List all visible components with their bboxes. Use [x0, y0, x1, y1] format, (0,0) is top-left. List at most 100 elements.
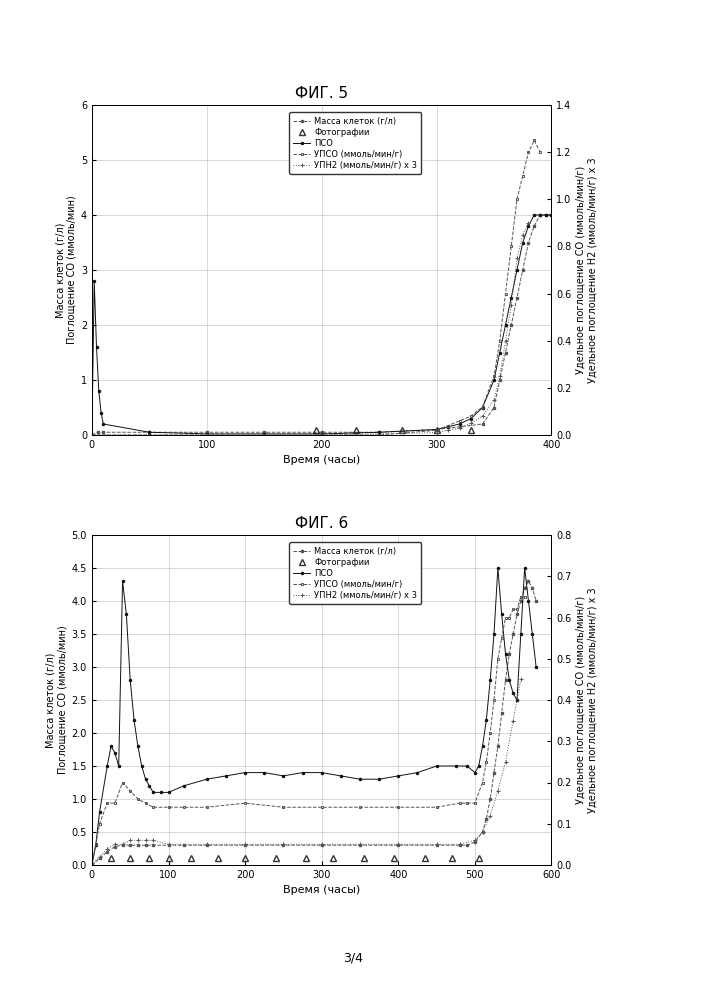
Фотографии — [467, 423, 475, 435]
УПСО (ммоль/мин/г) — [463, 797, 472, 809]
Масса клеток (г/л) — [433, 423, 441, 435]
УПСО (ммоль/мин/г) — [490, 370, 498, 382]
ПСО — [501, 319, 510, 331]
ПСО — [463, 760, 472, 772]
Масса клеток (г/л) — [95, 852, 104, 864]
УПСО (ммоль/мин/г) — [149, 801, 158, 813]
ПСО — [92, 341, 101, 353]
УПСО (ммоль/мин/г) — [203, 429, 211, 441]
УПН2 (ммоль/мин/г) х 3 — [479, 826, 487, 838]
УПН2 (ммоль/мин/г) х 3 — [455, 422, 464, 434]
Масса клеток (г/л) — [501, 674, 510, 686]
УПСО (ммоль/мин/г) — [455, 415, 464, 427]
УПН2 (ммоль/мин/г) х 3 — [467, 417, 475, 429]
Фотографии — [433, 423, 441, 435]
Масса клеток (г/л) — [498, 707, 506, 719]
Y-axis label: Масса клеток (г/л)
Поглощение СО (ммоль/мин): Масса клеток (г/л) Поглощение СО (ммоль/… — [46, 626, 67, 774]
Фотографии — [352, 423, 361, 435]
Фотографии — [107, 852, 115, 864]
ПСО — [433, 423, 441, 435]
УПН2 (ммоль/мин/г) х 3 — [103, 842, 112, 854]
УПН2 (ммоль/мин/г) х 3 — [356, 838, 364, 850]
Фотографии — [421, 852, 429, 864]
Масса клеток (г/л) — [471, 836, 479, 848]
Масса клеток (г/л) — [93, 426, 102, 438]
УПСО (ммоль/мин/г) — [518, 170, 527, 182]
Фотографии — [329, 852, 337, 864]
УПН2 (ммоль/мин/г) х 3 — [141, 834, 150, 846]
УПСО (ммоль/мин/г) — [394, 801, 402, 813]
Масса клеток (г/л) — [394, 839, 402, 851]
УПСО (ммоль/мин/г) — [317, 801, 326, 813]
Масса клеток (г/л) — [490, 767, 498, 779]
ПСО — [479, 401, 487, 413]
Масса клеток (г/л) — [180, 839, 188, 851]
ПСО — [542, 209, 550, 221]
ПСО — [530, 209, 539, 221]
Масса клеток (г/л) — [145, 426, 153, 438]
Line: УПН2 (ммоль/мин/г) х 3: УПН2 (ммоль/мин/г) х 3 — [90, 677, 523, 867]
УПН2 (ммоль/мин/г) х 3 — [394, 838, 402, 850]
УПН2 (ммоль/мин/г) х 3 — [479, 410, 487, 422]
ПСО — [134, 740, 142, 752]
Масса клеток (г/л) — [547, 209, 556, 221]
Масса клеток (г/л) — [513, 608, 521, 620]
УПН2 (ммоль/мин/г) х 3 — [507, 299, 515, 311]
УПСО (ммоль/мин/г) — [91, 838, 100, 850]
УПСО (ммоль/мин/г) — [525, 146, 533, 158]
Масса клеток (г/л) — [203, 426, 211, 438]
УПСО (ммоль/мин/г) — [467, 410, 475, 422]
ПСО — [536, 209, 544, 221]
УПН2 (ммоль/мин/г) х 3 — [518, 229, 527, 241]
ПСО — [157, 786, 165, 798]
Масса клеток (г/л) — [433, 839, 441, 851]
Масса клеток (г/л) — [525, 236, 533, 248]
Фотографии — [145, 852, 153, 864]
Масса клеток (г/л) — [317, 839, 326, 851]
Фотографии — [126, 852, 134, 864]
УПН2 (ммоль/мин/г) х 3 — [513, 252, 521, 264]
УПСО (ммоль/мин/г) — [433, 801, 441, 813]
УПСО (ммоль/мин/г) — [356, 801, 364, 813]
Масса клеток (г/л) — [99, 426, 107, 438]
ПСО — [496, 346, 504, 358]
УПН2 (ммоль/мин/г) х 3 — [279, 838, 288, 850]
УПСО (ммоль/мин/г) — [509, 603, 518, 615]
УПСО (ммоль/мин/г) — [145, 429, 153, 441]
УПН2 (ммоль/мин/г) х 3 — [88, 429, 96, 441]
Масса клеток (г/л) — [375, 426, 383, 438]
УПН2 (ммоль/мин/г) х 3 — [496, 370, 504, 382]
ПСО — [467, 412, 475, 424]
УПСО (ммоль/мин/г) — [490, 694, 498, 706]
ПСО — [145, 426, 153, 438]
Масса клеток (г/л) — [482, 813, 491, 825]
ПСО — [455, 418, 464, 430]
Y-axis label: Удельное поглощение СО (ммоль/мин/г)
Удельное поглощение H2 (ммоль/мин/г) х 3: Удельное поглощение СО (ммоль/мин/г) Уде… — [576, 157, 597, 383]
УПСО (ммоль/мин/г) — [433, 424, 441, 436]
ПСО — [528, 628, 537, 640]
Масса клеток (г/л) — [528, 582, 537, 594]
ПСО — [203, 428, 211, 440]
УПСО (ммоль/мин/г) — [141, 797, 150, 809]
УПСО (ммоль/мин/г) — [507, 240, 515, 252]
Line: УПН2 (ммоль/мин/г) х 3: УПН2 (ммоль/мин/г) х 3 — [90, 221, 530, 437]
Масса клеток (г/л) — [490, 401, 498, 413]
УПСО (ммоль/мин/г) — [505, 611, 513, 624]
ПСО — [375, 426, 383, 438]
Фотографии — [164, 852, 173, 864]
УПСО (ммоль/мин/г) — [455, 797, 464, 809]
УПН2 (ммоль/мин/г) х 3 — [317, 429, 326, 441]
УПН2 (ммоль/мин/г) х 3 — [525, 217, 533, 229]
УПСО (ммоль/мин/г) — [501, 611, 510, 624]
Масса клеток (г/л) — [517, 595, 525, 607]
Масса клеток (г/л) — [505, 648, 513, 660]
УПН2 (ммоль/мин/г) х 3 — [118, 838, 127, 850]
Фотографии — [312, 423, 320, 435]
Масса клеток (г/л) — [356, 839, 364, 851]
Масса клеток (г/л) — [455, 421, 464, 433]
Line: Фотографии: Фотографии — [107, 855, 482, 862]
Text: 3/4: 3/4 — [344, 952, 363, 964]
Масса клеток (г/л) — [88, 859, 96, 871]
Масса клеток (г/л) — [241, 839, 250, 851]
УПСО (ммоль/мин/г) — [513, 603, 521, 615]
